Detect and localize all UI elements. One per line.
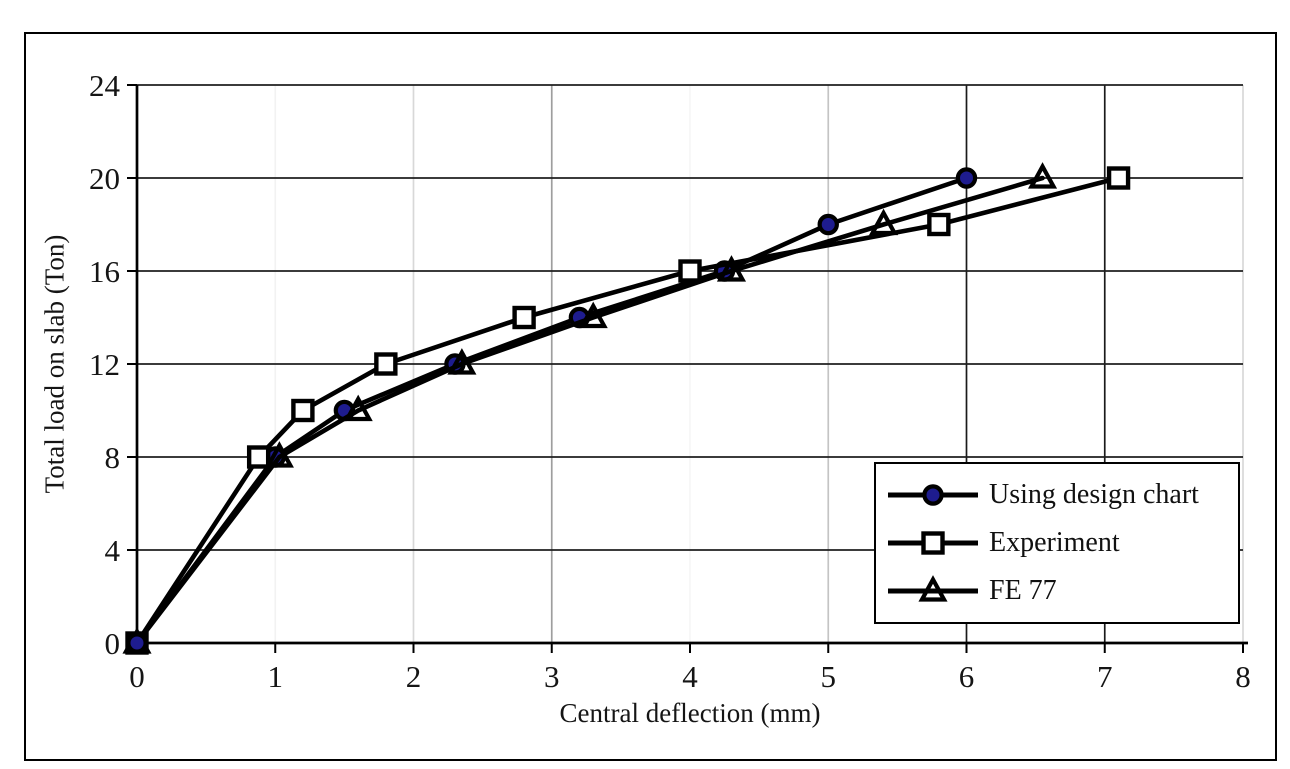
y-tick-label: 16 — [89, 254, 120, 289]
y-tick-label: 8 — [105, 440, 121, 475]
data-point-triangle — [578, 301, 608, 329]
triangle-series-marker-icon — [888, 575, 978, 602]
x-tick-label: 5 — [821, 659, 837, 694]
x-tick-label: 6 — [959, 659, 975, 694]
x-tick-label: 0 — [129, 659, 145, 694]
data-point-circle — [922, 484, 944, 506]
data-point-triangle — [716, 255, 747, 282]
x-tick-label: 4 — [682, 659, 698, 694]
x-tick-label: 7 — [1097, 659, 1113, 694]
data-point-triangle — [918, 575, 948, 602]
data-point-triangle — [1027, 162, 1058, 189]
data-point-square — [512, 305, 536, 330]
data-point-circle — [126, 632, 148, 654]
y-axis-title: Total load on slab (Ton) — [39, 234, 70, 494]
data-point-square — [921, 531, 945, 555]
data-point-circle — [817, 213, 839, 236]
legend-item-experiment: Experiment — [876, 526, 1238, 560]
data-point-square — [374, 352, 398, 376]
data-point-triangle — [264, 441, 294, 468]
y-tick-label: 12 — [89, 347, 120, 382]
legend-label: FE 77 — [989, 575, 1057, 606]
y-tick-label: 24 — [89, 68, 121, 103]
x-tick-label: 8 — [1235, 659, 1251, 694]
data-point-triangle — [868, 208, 899, 236]
data-point-square — [246, 445, 271, 469]
square-series-marker-icon — [888, 531, 978, 555]
legend-item-fe77: FE 77 — [876, 574, 1238, 608]
y-tick-label: 0 — [105, 626, 121, 661]
series-line — [134, 175, 969, 646]
data-point-square — [1106, 166, 1131, 190]
data-point-square — [678, 259, 702, 283]
legend: Using design chart Experiment FE 77 — [874, 462, 1240, 624]
circle-series-marker-icon — [888, 484, 978, 506]
legend-item-using-design-chart: Using design chart — [876, 478, 1238, 512]
legend-label: Experiment — [989, 527, 1120, 558]
data-point-square — [927, 212, 951, 237]
x-axis-title: Central deflection (mm) — [559, 698, 821, 728]
data-point-triangle — [343, 394, 373, 422]
data-point-triangle — [447, 348, 477, 375]
y-tick-label: 20 — [89, 161, 120, 196]
data-point-circle — [955, 167, 978, 189]
chart-border — [24, 32, 1277, 761]
legend-label: Using design chart — [989, 479, 1199, 510]
x-tick-label: 1 — [268, 659, 284, 694]
x-tick-label: 3 — [544, 659, 560, 694]
data-point-square — [291, 398, 315, 423]
series-line — [134, 175, 1045, 646]
y-tick-label: 4 — [105, 533, 121, 568]
x-tick-label: 2 — [406, 659, 422, 694]
